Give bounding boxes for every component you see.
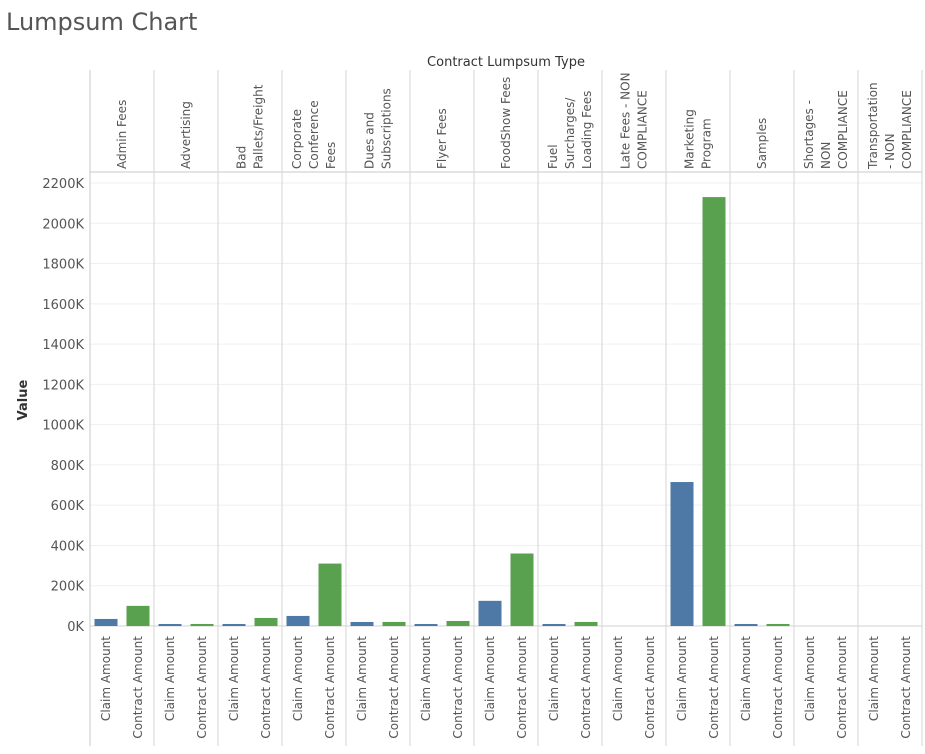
y-axis-label: Value (16, 379, 31, 420)
category-header-label: Advertising (179, 101, 193, 169)
x-measure-label: Contract Amount (707, 636, 721, 739)
y-tick-label: 2200K (42, 177, 84, 192)
bar-contract-amount (574, 621, 598, 626)
bar-claim-amount (350, 621, 374, 626)
x-measure-label: Claim Amount (611, 636, 625, 721)
category-header-label: Bad (235, 146, 249, 169)
y-tick-label: 600K (51, 499, 85, 514)
x-measure-label: Contract Amount (259, 636, 273, 739)
y-tick-label: 2000K (42, 217, 84, 232)
x-measure-label: Claim Amount (355, 636, 369, 721)
category-header-label: Subscriptions (380, 88, 394, 169)
category-header-label: Dues and (363, 112, 377, 169)
x-measure-label: Contract Amount (579, 636, 593, 739)
y-tick-label: 1000K (42, 419, 84, 434)
y-tick-label: 1200K (42, 378, 84, 393)
category-header-label: - NON (883, 133, 897, 169)
bar-claim-amount (478, 600, 502, 626)
bar-contract-amount (190, 623, 214, 626)
bar-contract-amount (126, 605, 150, 626)
x-measure-label: Claim Amount (291, 636, 305, 721)
x-measure-label: Claim Amount (547, 636, 561, 721)
x-measure-label: Contract Amount (515, 636, 529, 739)
bar-contract-amount (446, 620, 470, 626)
y-tick-label: 1600K (42, 298, 84, 313)
category-header-label: Loading Fees (580, 91, 594, 169)
bar-claim-amount (734, 623, 758, 626)
x-measure-label: Claim Amount (163, 636, 177, 721)
bar-contract-amount (702, 197, 726, 626)
x-measure-label: Claim Amount (867, 636, 881, 721)
y-tick-label: 1800K (42, 258, 84, 273)
category-header-label: COMPLIANCE (836, 90, 850, 169)
x-measure-label: Claim Amount (675, 636, 689, 721)
x-measure-label: Claim Amount (483, 636, 497, 721)
column-header: Contract Lumpsum Type (427, 55, 585, 70)
category-header-label: Pallets/Freight (252, 84, 266, 169)
category-header-label: FoodShow Fees (499, 77, 513, 169)
category-header-label: COMPLIANCE (636, 90, 650, 169)
bar-claim-amount (222, 623, 246, 626)
y-tick-label: 400K (51, 539, 85, 554)
category-header-label: Fuel (546, 144, 560, 169)
bar-claim-amount (158, 624, 182, 626)
y-tick-label: 200K (51, 580, 85, 595)
category-header-label: Late Fees - NON (619, 72, 633, 169)
category-header-label: Admin Fees (115, 100, 129, 169)
x-measure-label: Contract Amount (643, 636, 657, 739)
x-measure-label: Contract Amount (771, 636, 785, 739)
y-tick-label: 0K (67, 620, 84, 635)
chart-title: Lumpsum Chart (6, 8, 198, 36)
category-header-label: Transportation (866, 82, 880, 170)
category-header-label: Marketing (683, 109, 697, 169)
x-measure-label: Claim Amount (227, 636, 241, 721)
bar-contract-amount (382, 621, 406, 626)
x-measure-label: Contract Amount (387, 636, 401, 739)
category-header-label: Conference (307, 100, 321, 169)
x-measure-label: Contract Amount (899, 636, 913, 739)
y-tick-label: 800K (51, 459, 85, 474)
category-header-label: Flyer Fees (435, 108, 449, 169)
x-measure-label: Claim Amount (803, 636, 817, 721)
category-header-label: NON (819, 142, 833, 169)
bar-claim-amount (414, 624, 438, 626)
x-measure-label: Contract Amount (195, 636, 209, 739)
x-measure-label: Claim Amount (739, 636, 753, 721)
bar-claim-amount (94, 618, 118, 626)
bar-claim-amount (286, 615, 310, 626)
bar-claim-amount (670, 482, 694, 626)
x-measure-label: Contract Amount (323, 636, 337, 739)
x-measure-label: Claim Amount (419, 636, 433, 721)
category-header-label: Surcharges/ (563, 97, 577, 169)
x-measure-label: Contract Amount (835, 636, 849, 739)
x-measure-label: Contract Amount (131, 636, 145, 739)
bar-contract-amount (254, 617, 278, 626)
bar-contract-amount (318, 563, 342, 626)
category-header-label: Program (700, 118, 714, 169)
category-header-label: COMPLIANCE (900, 90, 914, 169)
category-header-label: Corporate (290, 109, 304, 169)
category-header-label: Fees (324, 142, 338, 169)
y-tick-label: 1400K (42, 338, 84, 353)
category-header-label: Shortages - (802, 100, 816, 169)
x-measure-label: Contract Amount (451, 636, 465, 739)
bar-contract-amount (766, 623, 790, 626)
category-header-label: Samples (755, 118, 769, 169)
x-measure-label: Claim Amount (99, 636, 113, 721)
bar-claim-amount (542, 623, 566, 626)
bar-contract-amount (510, 553, 534, 626)
